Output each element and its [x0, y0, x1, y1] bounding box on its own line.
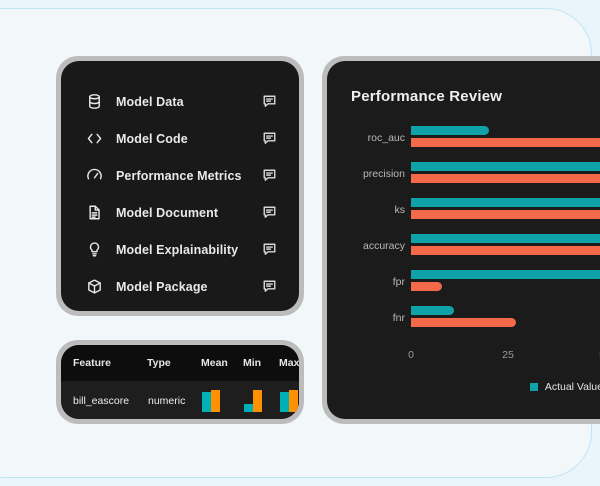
- column-header-mean[interactable]: Mean: [201, 357, 228, 369]
- feature-table-body-rows: bill_eascore numeric: [61, 381, 299, 419]
- minibar-orange: [289, 390, 298, 412]
- y-axis-label: accuracy: [362, 240, 405, 252]
- minibar-teal: [244, 404, 253, 412]
- menu-item-label: Model Document: [116, 205, 219, 220]
- bar-group-fnr: fnr: [393, 303, 600, 339]
- cell-mean-minibars: [201, 381, 243, 419]
- bar-group-accuracy: accuracy: [363, 231, 600, 267]
- cell-type: numeric: [147, 381, 201, 419]
- feature-table-panel: Feature Type Mean Min Max bill_eascore nu…: [56, 340, 304, 424]
- menu-item-model-code[interactable]: Model Code: [61, 120, 299, 157]
- menu-item-label: Model Explainability: [116, 242, 239, 257]
- menu-item-model-data[interactable]: Model Data: [61, 83, 299, 120]
- bar-roc_auc-expected-value: [411, 138, 600, 147]
- y-axis-label: precision: [362, 168, 405, 180]
- bar-accuracy-expected-value: [411, 246, 600, 255]
- database-icon: [85, 93, 103, 111]
- comment-icon[interactable]: [261, 279, 277, 295]
- column-header-max[interactable]: Max: [279, 357, 299, 369]
- y-axis-label: fnr: [392, 312, 405, 324]
- comment-icon[interactable]: [261, 94, 277, 110]
- package-icon: [85, 278, 103, 296]
- code-icon: [85, 130, 103, 148]
- comment-icon[interactable]: [261, 205, 277, 221]
- comment-icon[interactable]: [261, 131, 277, 147]
- lightbulb-icon: [85, 241, 103, 259]
- y-axis-label: fpr: [392, 276, 405, 288]
- bar-fpr-expected-value: [411, 282, 443, 291]
- minibar-teal: [280, 392, 289, 412]
- minibar-teal: [202, 392, 211, 412]
- comment-icon[interactable]: [261, 242, 277, 258]
- cell-feature: bill_eascore: [61, 381, 147, 419]
- y-axis-label: ks: [394, 204, 406, 216]
- minibar-orange: [211, 390, 220, 412]
- chart-title: Performance Review: [351, 88, 503, 105]
- bar-fnr-actual-value: [411, 306, 454, 315]
- table-row[interactable]: bill_eascore numeric: [61, 381, 299, 419]
- legend-label-actual-value: Actual Value: [544, 381, 600, 393]
- menu-item-model-explainability[interactable]: Model Explainability: [61, 231, 299, 268]
- menu-item-performance-metrics[interactable]: Performance Metrics: [61, 157, 299, 194]
- minibar-orange: [253, 390, 262, 412]
- document-icon: [85, 204, 103, 222]
- bar-group-fpr: fpr: [393, 267, 600, 303]
- model-menu-body: Model Data Model Code Performance Metrics M…: [61, 61, 299, 311]
- column-header-min[interactable]: Min: [243, 357, 262, 369]
- menu-item-label: Model Data: [116, 94, 184, 109]
- menu-item-model-document[interactable]: Model Document: [61, 194, 299, 231]
- legend-swatch-icon: [529, 383, 538, 391]
- model-menu-list: Model Data Model Code Performance Metrics M…: [61, 83, 299, 305]
- bar-precision-actual-value: [411, 162, 600, 171]
- x-axis-tick: 25: [502, 349, 514, 361]
- model-menu-panel: Model Data Model Code Performance Metrics M…: [56, 56, 304, 316]
- performance-chart-panel: Performance Review roc_auc precision ks acc…: [322, 56, 600, 424]
- x-axis-tick: 0: [408, 349, 414, 361]
- cell-max-minibars: [279, 381, 299, 419]
- bar-chart-plot-area: roc_auc precision ks accuracy fpr fnr: [327, 123, 600, 343]
- column-header-type[interactable]: Type: [147, 357, 171, 369]
- feature-table-body: Feature Type Mean Min Max bill_eascore nu…: [61, 345, 299, 419]
- bar-roc_auc-actual-value: [411, 126, 489, 135]
- menu-item-model-package[interactable]: Model Package: [61, 268, 299, 305]
- chart-legend: Actual Value: [529, 381, 600, 393]
- cell-min-minibars: [243, 381, 279, 419]
- bar-ks-actual-value: [411, 198, 600, 207]
- feature-table-header-row: Feature Type Mean Min Max: [61, 345, 299, 381]
- bar-ks-expected-value: [411, 210, 600, 219]
- bar-fpr-actual-value: [411, 270, 600, 279]
- gauge-icon: [85, 167, 103, 185]
- y-axis-label: roc_auc: [367, 132, 405, 144]
- menu-item-label: Model Code: [116, 131, 188, 146]
- comment-icon[interactable]: [261, 168, 277, 184]
- feature-table-head: Feature Type Mean Min Max: [61, 345, 299, 381]
- menu-item-label: Performance Metrics: [116, 168, 242, 183]
- x-axis: 02550: [327, 349, 600, 365]
- column-header-feature[interactable]: Feature: [73, 357, 111, 369]
- bar-group-precision: precision: [363, 159, 600, 195]
- menu-item-label: Model Package: [116, 279, 208, 294]
- feature-table: Feature Type Mean Min Max bill_eascore nu…: [61, 345, 299, 419]
- bar-group-roc_auc: roc_auc: [368, 123, 600, 159]
- bar-precision-expected-value: [411, 174, 600, 183]
- bar-accuracy-actual-value: [411, 234, 600, 243]
- performance-chart-body: Performance Review roc_auc precision ks acc…: [327, 61, 600, 419]
- bar-fnr-expected-value: [411, 318, 516, 327]
- bar-group-ks: ks: [395, 195, 600, 231]
